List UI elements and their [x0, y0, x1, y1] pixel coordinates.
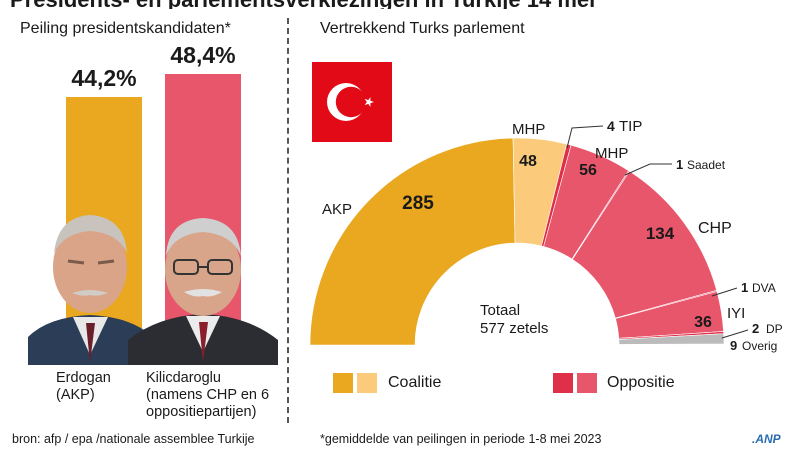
- leader-line-dva: [711, 287, 738, 297]
- percent-label-kilicdaroglu: 48,4%: [170, 41, 236, 68]
- leader-line-tip: [566, 125, 604, 149]
- party-label-saadet: Saadet: [687, 158, 726, 172]
- leader-line-dp: [721, 329, 749, 339]
- value-label-iyi: 36: [694, 314, 712, 331]
- caption-kilicdaroglu-line3: oppositiepartijen): [146, 404, 257, 420]
- leader-line-saadet: [624, 163, 672, 176]
- footer-note: *gemiddelde van peilingen in periode 1-8…: [320, 432, 602, 446]
- party-label-dva: DVA: [752, 281, 776, 295]
- value-label-akp: 285: [402, 193, 434, 214]
- anp-logo: .ANP: [752, 432, 781, 446]
- total-label: Totaal: [480, 302, 521, 319]
- party-label-dp: DP: [766, 322, 783, 336]
- value-label-dp: 2: [752, 321, 759, 336]
- divider: [287, 18, 289, 423]
- erdogan-portrait: [28, 215, 153, 365]
- caption-erdogan: Erdogan (AKP): [56, 370, 111, 404]
- page-title: Presidents- en parlementsverkiezingen in…: [0, 0, 800, 9]
- kilicdaroglu-portrait: [128, 218, 278, 365]
- party-label-iyi: IYI: [727, 305, 745, 322]
- legend-coalition: Coalitie: [388, 374, 442, 391]
- value-label-chp: 134: [646, 224, 675, 243]
- party-label-mhp-opposition: MHP: [595, 145, 628, 162]
- caption-erdogan-line1: Erdogan: [56, 370, 111, 386]
- total-value: 577 zetels: [480, 320, 549, 337]
- party-label-chp: CHP: [698, 220, 732, 237]
- caption-kilicdaroglu-line1: Kilicdaroglu: [146, 370, 221, 386]
- caption-kilicdaroglu: Kilicdaroglu (namens CHP en 6 oppositiep…: [146, 370, 269, 421]
- value-label-mhp-coalition: 48: [519, 153, 537, 170]
- value-label-dva: 1: [741, 280, 748, 295]
- seat-segment-akp-0: [309, 137, 516, 346]
- value-label-saadet: 1: [676, 157, 683, 172]
- value-label-overig: 9: [730, 338, 737, 353]
- value-label-tip: 4: [607, 118, 615, 134]
- value-label-mhp-opposition: 56: [579, 162, 597, 179]
- party-label-tip: TIP: [619, 118, 642, 135]
- legend-opposition: Oppositie: [607, 374, 675, 391]
- party-label-mhp-coalition: MHP: [512, 121, 545, 138]
- poll-title: Peiling presidentskandidaten*: [20, 20, 231, 37]
- party-label-akp: AKP: [322, 201, 352, 218]
- caption-kilicdaroglu-line2: (namens CHP en 6: [146, 387, 270, 403]
- turkish-flag-icon: [312, 62, 392, 142]
- legend-swatch-akp: [333, 373, 353, 393]
- party-label-overig: Overig: [742, 339, 777, 353]
- legend-swatch-opposition: [577, 373, 597, 393]
- parliament-title: Vertrekkend Turks parlement: [320, 20, 525, 37]
- total-seats: Totaal 577 zetels: [480, 302, 548, 338]
- legend-swatch-opposition-dark: [553, 373, 573, 393]
- footer-source: bron: afp / epa /nationale assemblee Tur…: [12, 432, 255, 446]
- percent-label-erdogan: 44,2%: [71, 65, 137, 92]
- caption-erdogan-line2: (AKP): [56, 387, 95, 403]
- legend-swatch-mhp: [357, 373, 377, 393]
